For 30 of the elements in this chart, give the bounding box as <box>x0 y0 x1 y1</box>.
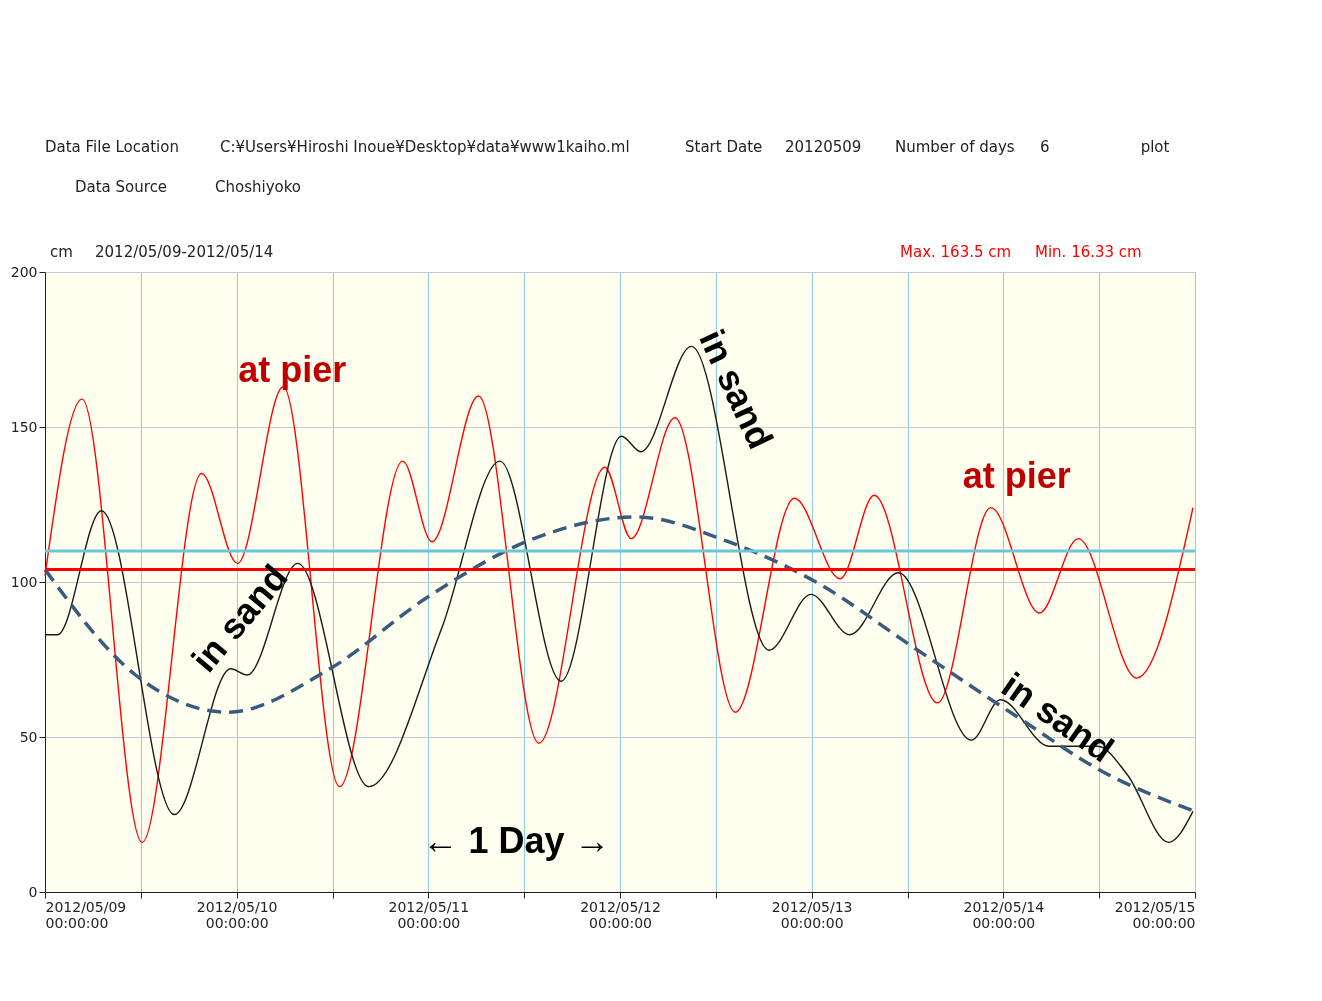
text: plot <box>1140 138 1170 156</box>
text: Data File Location <box>45 138 179 156</box>
annotation: in sand <box>994 664 1122 771</box>
y-tick-label: 50 <box>19 728 38 745</box>
x-tick-label: 2012/05/11 00:00:00 <box>388 898 470 931</box>
text: Data Source <box>75 178 168 196</box>
annotation: in sand <box>691 323 782 455</box>
x-tick-label: 2012/05/15 00:00:00 <box>1114 898 1196 931</box>
text: 6 <box>1040 138 1050 156</box>
annotation: ← 1 Day → <box>422 820 611 862</box>
text: Start Date <box>685 138 763 156</box>
y-tick-label: 100 <box>10 573 38 590</box>
text: Number of days <box>895 138 1015 156</box>
x-tick-label: 2012/05/12 00:00:00 <box>580 898 661 931</box>
text: Min. 16.33 cm <box>1035 243 1142 261</box>
x-tick-label: 2012/05/13 00:00:00 <box>771 898 853 931</box>
y-tick-label: 150 <box>10 418 38 435</box>
x-tick-label: 2012/05/09 00:00:00 <box>45 898 127 931</box>
text: 20120509 <box>785 138 862 156</box>
x-tick-label: 2012/05/14 00:00:00 <box>963 898 1045 931</box>
y-tick-label: 0 <box>28 883 38 900</box>
text: C:¥Users¥Hiroshi Inoue¥Desktop¥data¥www1kaiho.ml <box>220 138 630 156</box>
y-tick-label: 200 <box>10 263 38 280</box>
text: Max. 163.5 cm <box>900 243 1012 261</box>
annotation: at pier <box>962 454 1071 496</box>
text: cm <box>50 243 73 261</box>
x-tick-label: 2012/05/10 00:00:00 <box>196 898 278 931</box>
text: 2012/05/09-2012/05/14 <box>95 243 274 261</box>
annotation: at pier <box>238 349 347 391</box>
text: Choshiyoko <box>215 178 302 196</box>
